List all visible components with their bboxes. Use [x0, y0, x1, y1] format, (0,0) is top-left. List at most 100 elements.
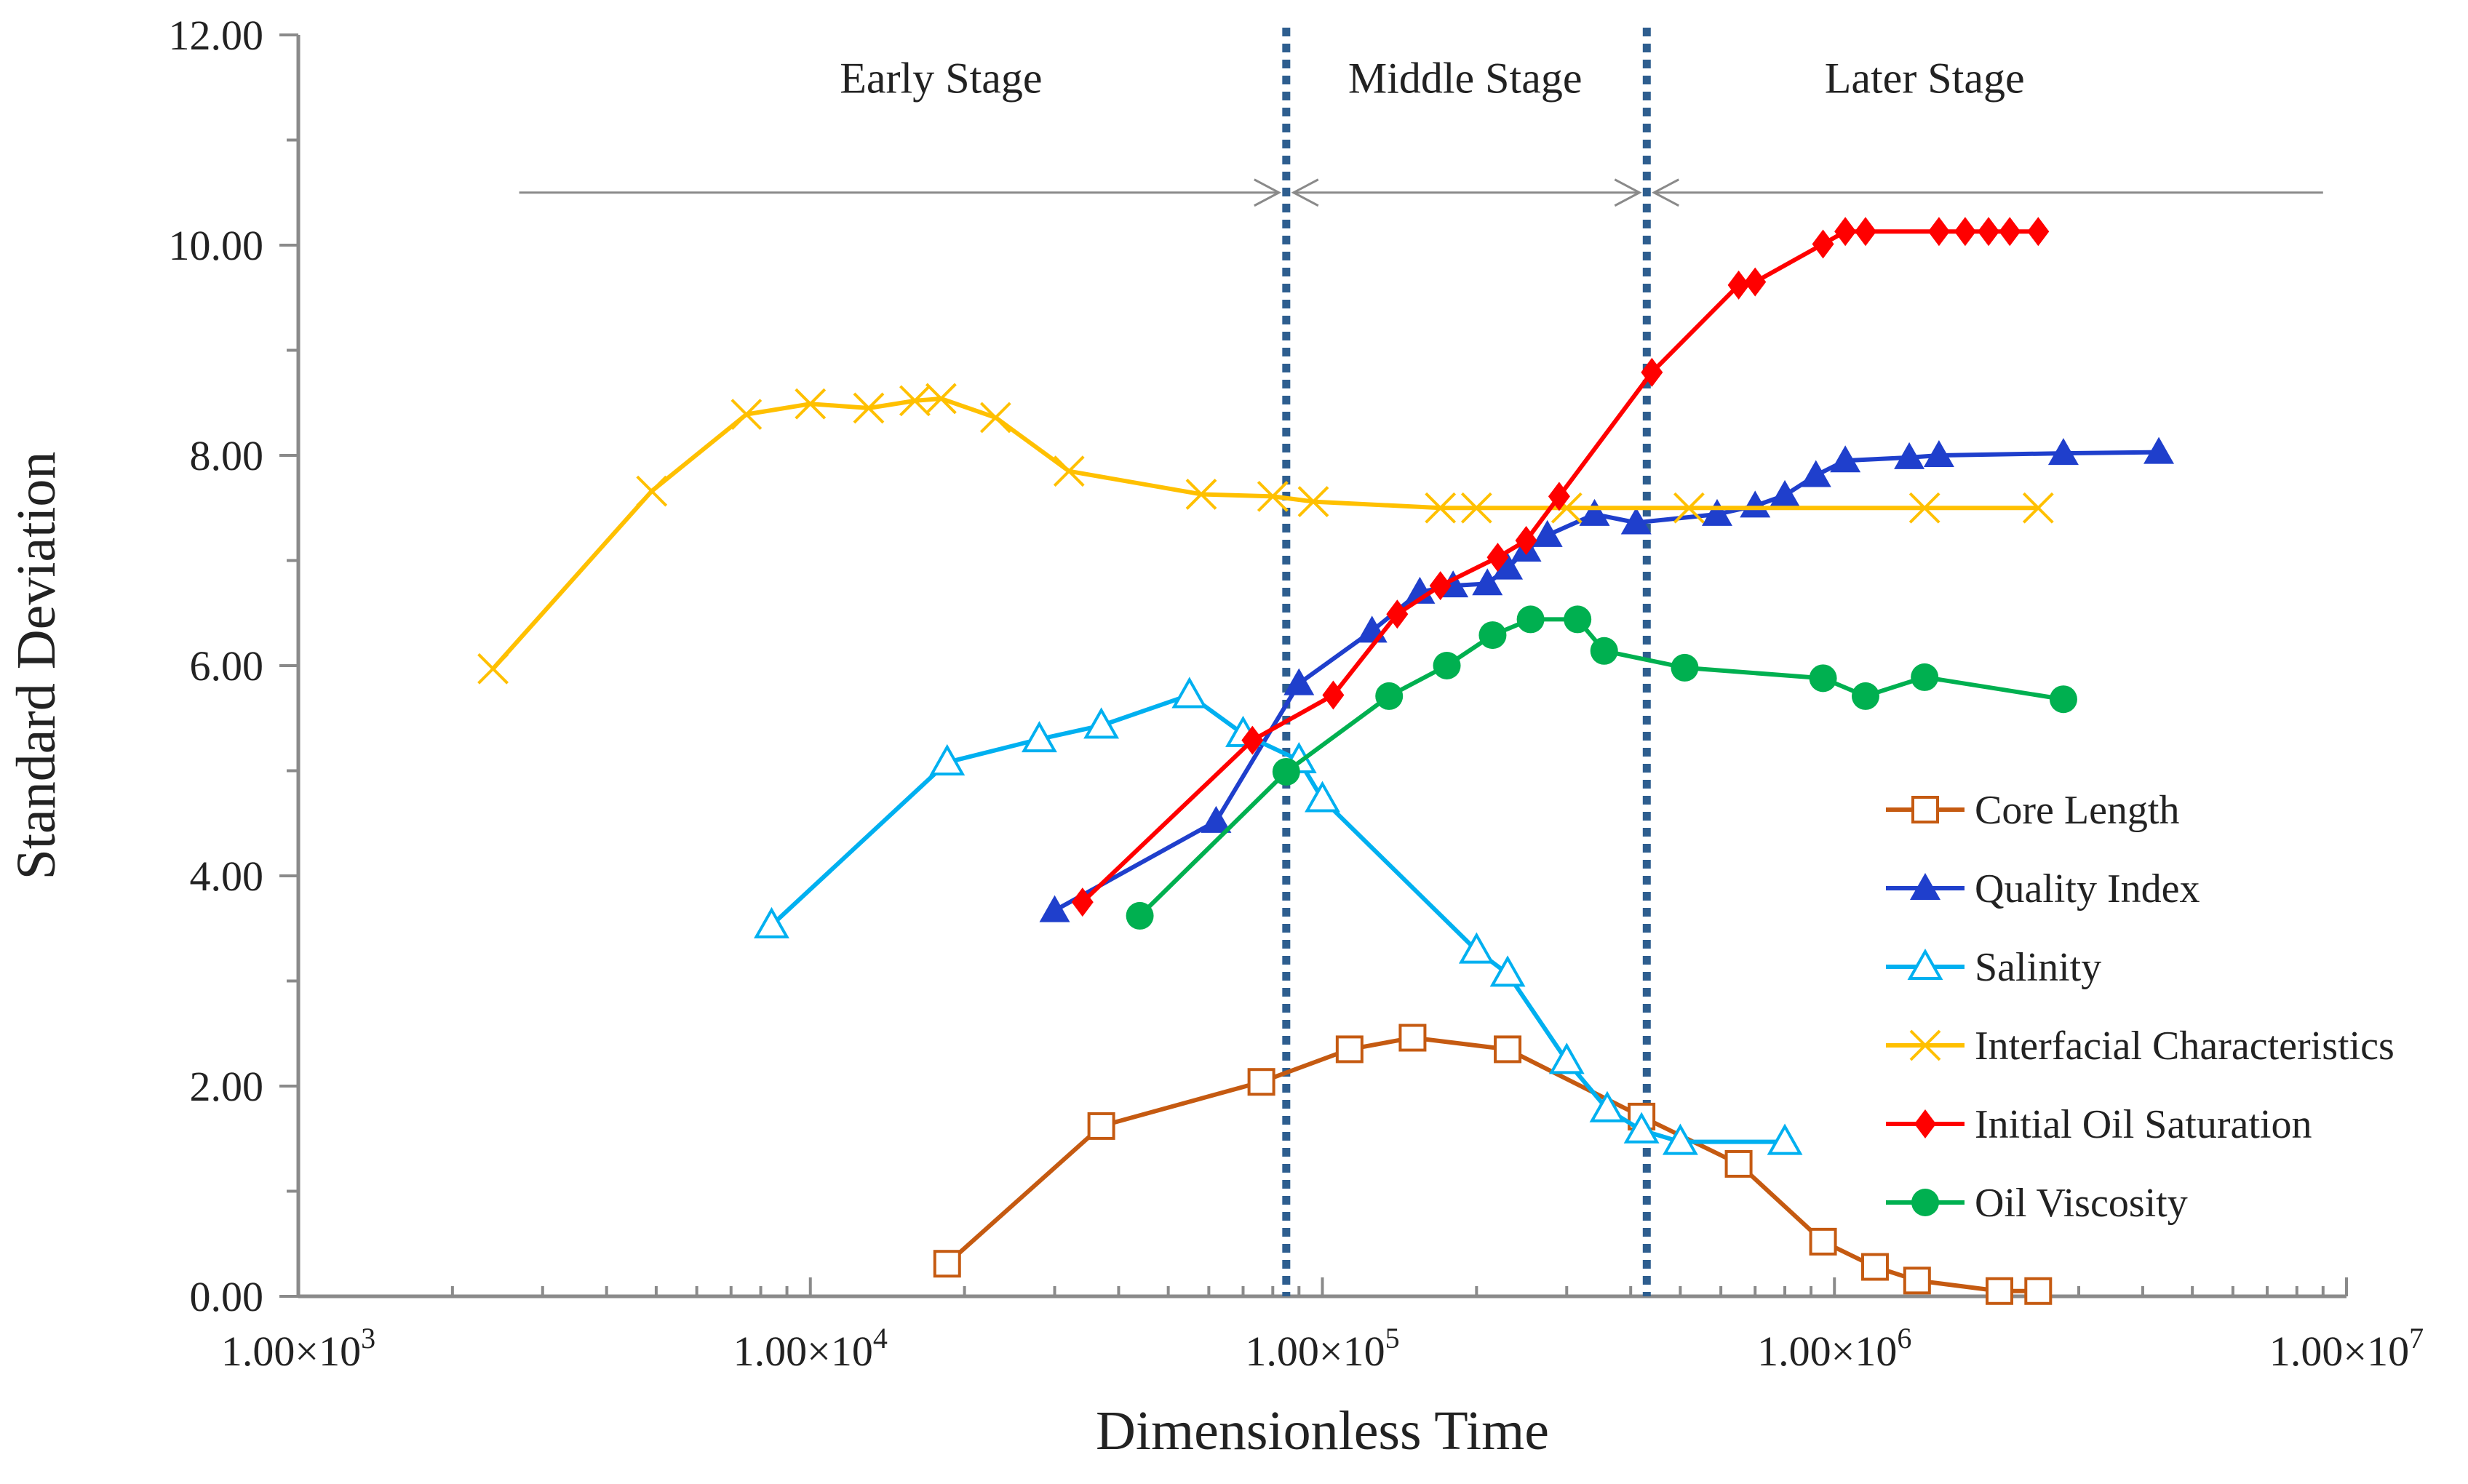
data-point-initial-oil-saturation [1834, 217, 1857, 247]
data-point-initial-oil-saturation [1386, 599, 1409, 629]
data-point-oil-viscosity [1126, 901, 1154, 930]
legend-marker [1910, 873, 1940, 900]
legend-label: Salinity [1975, 945, 2101, 990]
legend-marker [1911, 1189, 1939, 1216]
data-point-oil-viscosity [1478, 621, 1507, 650]
data-point-oil-viscosity [1433, 652, 1461, 679]
data-point-salinity [1548, 1042, 1585, 1074]
data-point-quality-index [1579, 498, 1610, 526]
data-point-interfacial-characteristics [1297, 486, 1329, 517]
marker-stroke [1257, 480, 1289, 512]
data-point-quality-index [1472, 568, 1503, 596]
legend-item-quality-index: Quality Index [1886, 866, 2200, 911]
data-point-quality-index [1830, 445, 1861, 473]
marker-stroke [853, 392, 885, 424]
data-point-quality-index [2143, 436, 2175, 464]
legend-label: Core Length [1975, 788, 2179, 833]
data-point-interfacial-characteristics [925, 383, 957, 415]
data-point-interfacial-characteristics [2022, 492, 2054, 524]
legend-item-initial-oil-saturation: Initial Oil Saturation [1886, 1102, 2312, 1147]
legend-label: Oil Viscosity [1975, 1181, 2188, 1226]
data-point-salinity [754, 906, 789, 938]
stage-label-middle-stage: Middle Stage [1348, 54, 1583, 102]
data-point-initial-oil-saturation [1854, 217, 1876, 247]
data-point-interfacial-characteristics [1673, 492, 1705, 524]
data-point-salinity [1623, 1112, 1660, 1144]
data-point-interfacial-characteristics [636, 475, 668, 507]
data-point-core-length [933, 1250, 961, 1278]
marker-stroke [899, 385, 931, 417]
x-axis-title: Dimensionless Time [1096, 1400, 1549, 1461]
data-point-interfacial-characteristics [1425, 492, 1457, 524]
marker-stroke [1909, 1029, 1941, 1061]
stage-arrowhead [1291, 178, 1319, 207]
data-point-interfacial-characteristics [1185, 479, 1217, 510]
stage-arrowhead [1652, 178, 1680, 207]
stage-arrowhead [1254, 178, 1282, 207]
data-point-oil-viscosity [1375, 682, 1404, 710]
data-point-initial-oil-saturation [1927, 217, 1950, 247]
marker-stroke [1185, 479, 1217, 510]
data-point-initial-oil-saturation [1812, 229, 1834, 259]
data-point-core-length [1860, 1253, 1889, 1281]
data-point-initial-oil-saturation [1641, 357, 1663, 387]
data-point-quality-index [1923, 440, 1954, 467]
stage-label-later-stage: Later Stage [1825, 54, 2025, 102]
data-point-quality-index [2047, 438, 2079, 466]
data-point-quality-index [1770, 479, 1801, 507]
y-tick-label: 10.00 [169, 222, 264, 269]
marker-stroke [795, 388, 827, 420]
data-point-salinity [1458, 932, 1494, 964]
data-point-oil-viscosity [1911, 663, 1939, 691]
data-point-core-length [1398, 1024, 1427, 1052]
stage-arrowhead [1614, 178, 1642, 207]
x-tick-label: 1.00×105 [1245, 1322, 1399, 1375]
data-point-oil-viscosity [1590, 637, 1618, 665]
legend-marker [1909, 1029, 1941, 1061]
marker-stroke [1053, 455, 1085, 487]
data-point-initial-oil-saturation [2027, 217, 2050, 247]
data-point-core-length [2024, 1277, 2053, 1305]
data-point-oil-viscosity [1516, 605, 1545, 634]
series-oil-viscosity [1126, 605, 2077, 930]
data-point-core-length [1335, 1035, 1364, 1064]
data-point-quality-index [1532, 519, 1563, 547]
y-tick-label: 12.00 [169, 12, 264, 59]
y-tick-label: 8.00 [190, 432, 264, 479]
data-point-initial-oil-saturation [1071, 887, 1094, 917]
data-point-interfacial-characteristics [477, 653, 509, 685]
data-point-core-length [1986, 1277, 2014, 1305]
data-point-interfacial-characteristics [979, 402, 1011, 434]
data-point-initial-oil-saturation [1429, 571, 1452, 601]
x-tick-label: 1.00×104 [733, 1322, 888, 1375]
legend-marker [1911, 796, 1939, 823]
data-point-core-length [1903, 1266, 1931, 1295]
data-point-salinity [1083, 707, 1120, 739]
x-tick-label: 1.00×103 [221, 1322, 375, 1375]
data-point-initial-oil-saturation [1954, 217, 1976, 247]
legend-marker [1914, 1109, 1936, 1138]
data-point-quality-index [1404, 576, 1436, 604]
data-point-oil-viscosity [2049, 685, 2077, 714]
marker-stroke [1297, 486, 1329, 517]
legend-marker [1907, 948, 1943, 980]
data-point-quality-index [1283, 668, 1315, 695]
y-tick-label: 0.00 [190, 1273, 264, 1320]
marker-stroke [2022, 492, 2054, 524]
series-core-length [933, 1024, 2053, 1305]
data-point-oil-viscosity [1564, 605, 1592, 634]
marker-stroke [1551, 492, 1583, 524]
data-point-oil-viscosity [1272, 757, 1300, 786]
data-point-initial-oil-saturation [1978, 217, 2000, 247]
data-point-core-length [1247, 1068, 1275, 1096]
data-point-salinity [1489, 955, 1526, 987]
data-point-interfacial-characteristics [795, 388, 827, 420]
marker-stroke [1425, 492, 1457, 524]
data-point-quality-index [1740, 490, 1771, 518]
data-point-initial-oil-saturation [1515, 526, 1537, 556]
data-point-quality-index [1800, 460, 1831, 487]
data-point-oil-viscosity [1809, 664, 1837, 693]
y-axis-title: Standard Deviation [6, 452, 67, 880]
data-point-initial-oil-saturation [1548, 482, 1570, 511]
